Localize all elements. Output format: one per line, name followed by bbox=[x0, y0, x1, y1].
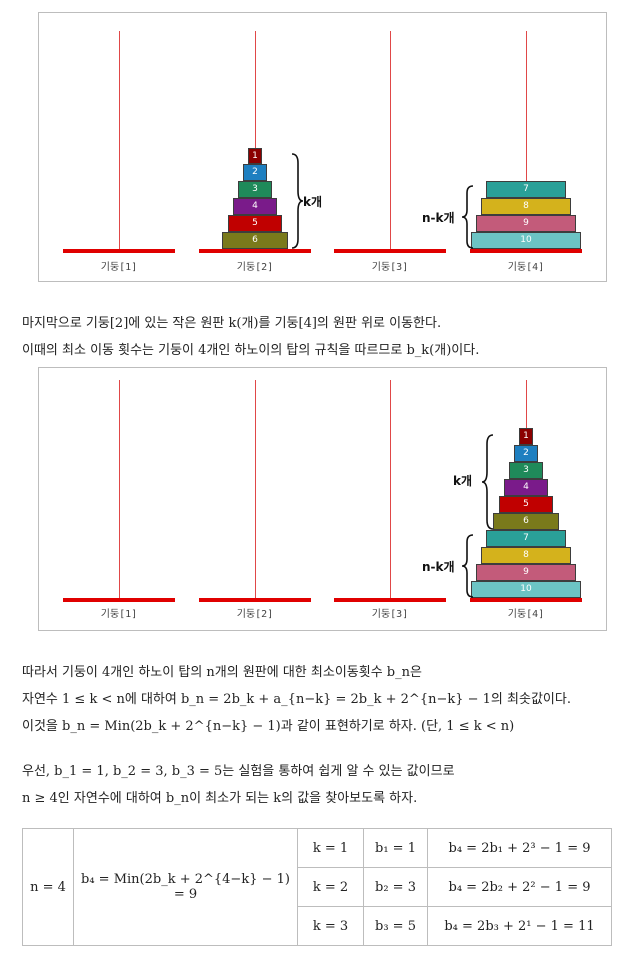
pole-label-1: 기둥[1] bbox=[100, 609, 138, 620]
brace-label-k: k개 bbox=[303, 195, 323, 209]
brace-icon bbox=[461, 185, 474, 249]
base-2 bbox=[199, 249, 311, 253]
disk: 7 bbox=[486, 530, 566, 547]
disk: 9 bbox=[476, 215, 576, 232]
disk: 6 bbox=[222, 232, 288, 249]
formula-cell: b₄ = Min(2b_k + 2^{4−k} − 1) = 9 bbox=[73, 828, 298, 946]
paragraph-1: 마지막으로 기둥[2]에 있는 작은 원판 k(개)를 기둥[4]의 원판 위로… bbox=[22, 314, 479, 368]
base-4 bbox=[470, 249, 582, 253]
disk: 7 bbox=[486, 181, 566, 198]
base-3 bbox=[334, 249, 446, 253]
paragraph-3-line-2: n ≥ 4인 자연수에 대하여 b_n이 최소가 되는 k의 값을 찾아보도록 … bbox=[22, 791, 418, 806]
pole-label-3: 기둥[3] bbox=[371, 262, 409, 273]
b4-table: n = 4 b₄ = Min(2b_k + 2^{4−k} − 1) = 9 k… bbox=[22, 828, 612, 946]
b-cell: b₃ = 5 bbox=[363, 906, 428, 946]
hanoi-diagram-1: 기둥[1] 기둥[2] 기둥[3] 기둥[4] 1 2 3 4 5 6 k개 7… bbox=[38, 12, 607, 282]
pole-label-1: 기둥[1] bbox=[100, 262, 138, 273]
paragraph-2-line-2: 자연수 1 ≤ k < n에 대하여 b_n = 2b_k + a_{n−k} … bbox=[22, 692, 571, 707]
disk: 1 bbox=[248, 148, 262, 164]
pole-1 bbox=[119, 380, 120, 600]
calc-cell: b₄ = 2b₃ + 2¹ − 1 = 11 bbox=[427, 906, 612, 946]
pole-2 bbox=[255, 380, 256, 600]
pole-label-4: 기둥[4] bbox=[507, 262, 545, 273]
paragraph-2-line-1: 따라서 기둥이 4개인 하노이 탑의 n개의 원판에 대한 최소이동횟수 b_n… bbox=[22, 665, 422, 680]
paragraph-1-line-1: 마지막으로 기둥[2]에 있는 작은 원판 k(개)를 기둥[4]의 원판 위로… bbox=[22, 316, 442, 331]
paragraph-2: 따라서 기둥이 4개인 하노이 탑의 n개의 원판에 대한 최소이동횟수 b_n… bbox=[22, 663, 571, 744]
pole-3 bbox=[390, 31, 391, 251]
disk: 10 bbox=[471, 232, 581, 249]
b-cell: b₂ = 3 bbox=[363, 867, 428, 907]
hanoi-diagram-2: 기둥[1] 기둥[2] 기둥[3] 기둥[4] 1 2 3 4 5 6 7 8 … bbox=[38, 367, 607, 631]
paragraph-3: 우선, b_1 = 1, b_2 = 3, b_3 = 5는 실험을 통하여 쉽… bbox=[22, 762, 455, 816]
disk: 6 bbox=[493, 513, 559, 530]
k-cell: k = 3 bbox=[297, 906, 364, 946]
brace-icon bbox=[291, 153, 304, 249]
disk: 2 bbox=[243, 164, 267, 181]
disk: 10 bbox=[471, 581, 581, 598]
disk: 5 bbox=[499, 496, 553, 513]
pole-1 bbox=[119, 31, 120, 251]
pole-4 bbox=[526, 31, 527, 251]
n-cell: n = 4 bbox=[22, 828, 74, 946]
pole-label-2: 기둥[2] bbox=[236, 262, 274, 273]
disk: 8 bbox=[481, 547, 571, 564]
paragraph-3-line-1: 우선, b_1 = 1, b_2 = 3, b_3 = 5는 실험을 통하여 쉽… bbox=[22, 764, 455, 779]
disk: 9 bbox=[476, 564, 576, 581]
brace-icon bbox=[461, 534, 474, 598]
base-4 bbox=[470, 598, 582, 602]
disk: 1 bbox=[519, 428, 533, 445]
disk: 2 bbox=[514, 445, 538, 462]
calc-cell: b₄ = 2b₁ + 2³ − 1 = 9 bbox=[427, 828, 612, 868]
base-1 bbox=[63, 249, 175, 253]
pole-3 bbox=[390, 380, 391, 600]
table-row: n = 4 b₄ = Min(2b_k + 2^{4−k} − 1) = 9 k… bbox=[22, 828, 612, 946]
disk: 5 bbox=[228, 215, 282, 232]
brace-label-nk: n-k개 bbox=[422, 211, 455, 225]
pole-label-3: 기둥[3] bbox=[371, 609, 409, 620]
disk: 4 bbox=[504, 479, 548, 496]
k-cell: k = 2 bbox=[297, 867, 364, 907]
b-cell: b₁ = 1 bbox=[363, 828, 428, 868]
base-3 bbox=[334, 598, 446, 602]
base-1 bbox=[63, 598, 175, 602]
brace-icon bbox=[481, 434, 494, 530]
disk: 3 bbox=[509, 462, 543, 479]
pole-label-2: 기둥[2] bbox=[236, 609, 274, 620]
disk: 3 bbox=[238, 181, 272, 198]
disk: 4 bbox=[233, 198, 277, 215]
pole-2 bbox=[255, 31, 256, 251]
table-row: k = 3 b₃ = 5 b₄ = 2b₃ + 2¹ − 1 = 11 bbox=[23, 906, 612, 946]
pole-label-4: 기둥[4] bbox=[507, 609, 545, 620]
paragraph-1-line-2: 이때의 최소 이동 횟수는 기둥이 4개인 하노이의 탑의 규칙을 따르므로 b… bbox=[22, 343, 480, 358]
base-2 bbox=[199, 598, 311, 602]
paragraph-2-line-3: 이것을 b_n = Min(2b_k + 2^{n−k} − 1)과 같이 표현… bbox=[22, 719, 515, 734]
calc-cell: b₄ = 2b₂ + 2² − 1 = 9 bbox=[427, 867, 612, 907]
brace-label-k: k개 bbox=[453, 474, 473, 488]
disk: 8 bbox=[481, 198, 571, 215]
k-cell: k = 1 bbox=[297, 828, 364, 868]
brace-label-nk: n-k개 bbox=[422, 560, 455, 574]
